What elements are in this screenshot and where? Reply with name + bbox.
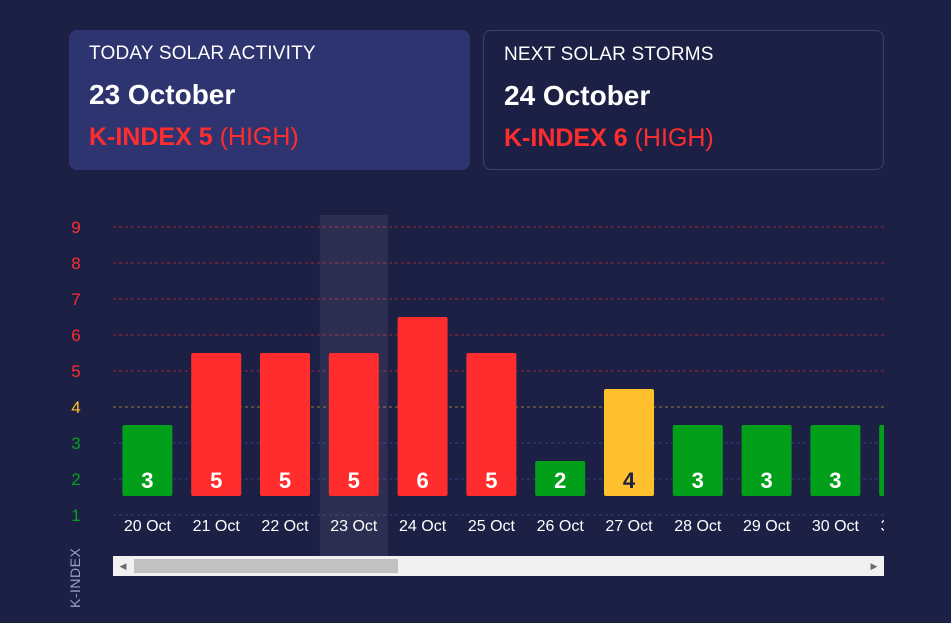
bar-value-label: 3 xyxy=(829,468,841,493)
x-tick-label: 22 Oct xyxy=(261,518,309,535)
next-k-label: K-INDEX 6 xyxy=(504,124,628,152)
plot-area: 3 20 Oct 5 21 Oct 5 22 Oct 5 23 Oct 6 24 Oct 5 25 O… xyxy=(122,215,929,556)
bar-value-label: 5 xyxy=(279,468,291,493)
bar xyxy=(260,353,310,496)
x-tick-label: 28 Oct xyxy=(674,518,722,535)
bar xyxy=(879,425,884,496)
x-tick-label: 31 Oct xyxy=(881,518,929,535)
bar-value-label: 5 xyxy=(210,468,222,493)
x-tick-label: 21 Oct xyxy=(193,518,241,535)
bar-value-label: 6 xyxy=(416,468,428,493)
bar-value-label: 5 xyxy=(485,468,497,493)
bar-value-label: 4 xyxy=(623,468,636,493)
bar-value-label: 5 xyxy=(348,468,360,493)
y-tick-label: 9 xyxy=(71,218,80,237)
bar-value-label: 3 xyxy=(692,468,704,493)
y-tick-label: 8 xyxy=(71,254,80,273)
y-tick-label: 2 xyxy=(71,470,80,489)
bar xyxy=(466,353,517,496)
bar xyxy=(191,353,242,496)
bar-value-label: 3 xyxy=(898,468,910,493)
next-storms-card: NEXT SOLAR STORMS 24 October K-INDEX 6 (… xyxy=(483,30,884,170)
bar-value-label: 2 xyxy=(554,468,566,493)
next-k-level: (HIGH) xyxy=(634,124,714,152)
today-activity-card: TODAY SOLAR ACTIVITY 23 October K-INDEX … xyxy=(69,30,470,170)
x-tick-label: 30 Oct xyxy=(812,518,860,535)
x-tick-label: 23 Oct xyxy=(330,518,378,535)
x-tick-label: 20 Oct xyxy=(124,518,172,535)
y-tick-label: 5 xyxy=(71,362,80,381)
y-tick-label: 7 xyxy=(71,290,80,309)
x-tick-label: 26 Oct xyxy=(537,518,585,535)
y-tick-label: 6 xyxy=(71,326,80,345)
scroll-right-arrow-icon[interactable]: ▶ xyxy=(870,561,878,571)
today-k-label: K-INDEX 5 xyxy=(89,123,213,151)
scroll-thumb[interactable] xyxy=(134,559,398,573)
bar xyxy=(122,425,173,496)
y-tick-label: 3 xyxy=(71,434,80,453)
y-tick-label: 1 xyxy=(71,506,80,525)
x-tick-label: 29 Oct xyxy=(743,518,791,535)
bar-value-label: 3 xyxy=(141,468,153,493)
next-date: 24 October xyxy=(504,80,651,111)
x-tick-label: 27 Oct xyxy=(605,518,653,535)
x-tick-label: 25 Oct xyxy=(468,518,516,535)
next-heading: NEXT SOLAR STORMS xyxy=(504,44,714,65)
today-k-level: (HIGH) xyxy=(219,123,299,151)
today-date: 23 October xyxy=(89,79,236,110)
y-tick-label: 4 xyxy=(71,398,80,417)
bar xyxy=(535,461,586,496)
bar xyxy=(397,317,448,496)
bar xyxy=(741,425,792,496)
y-axis-title: K-INDEX xyxy=(67,547,83,608)
scroll-left-arrow-icon[interactable]: ◀ xyxy=(119,561,127,571)
bar xyxy=(328,353,379,496)
bar-value-label: 3 xyxy=(760,468,772,493)
next-k-index: K-INDEX 6 (HIGH) xyxy=(504,124,863,153)
x-tick-label: 24 Oct xyxy=(399,518,447,535)
chart-scrollbar[interactable]: ◀ ▶ xyxy=(113,556,884,576)
today-heading: TODAY SOLAR ACTIVITY xyxy=(89,43,316,64)
bar xyxy=(604,389,654,496)
bar xyxy=(672,425,723,496)
today-k-index: K-INDEX 5 (HIGH) xyxy=(89,123,450,152)
bar xyxy=(810,425,861,496)
